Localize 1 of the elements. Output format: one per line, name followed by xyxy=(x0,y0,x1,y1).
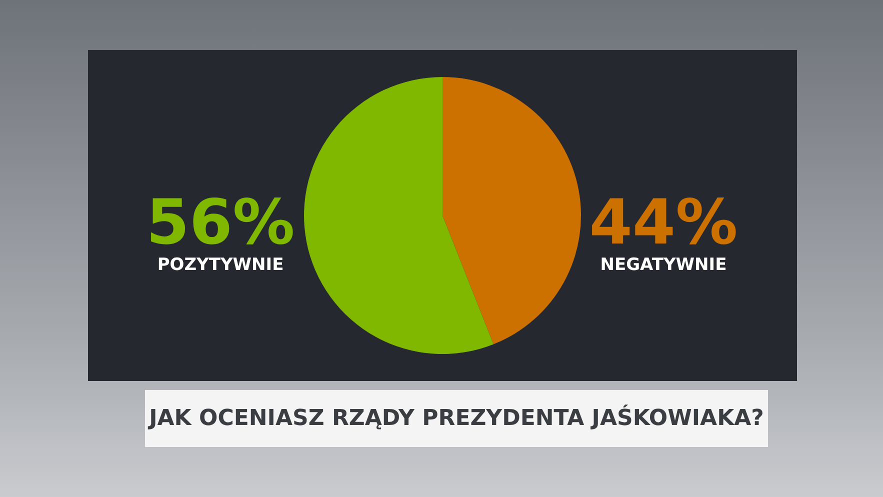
text: JAK OCENIASZ RZĄDY PREZYDENTA JAŚKOWIAKA? xyxy=(145,390,768,447)
